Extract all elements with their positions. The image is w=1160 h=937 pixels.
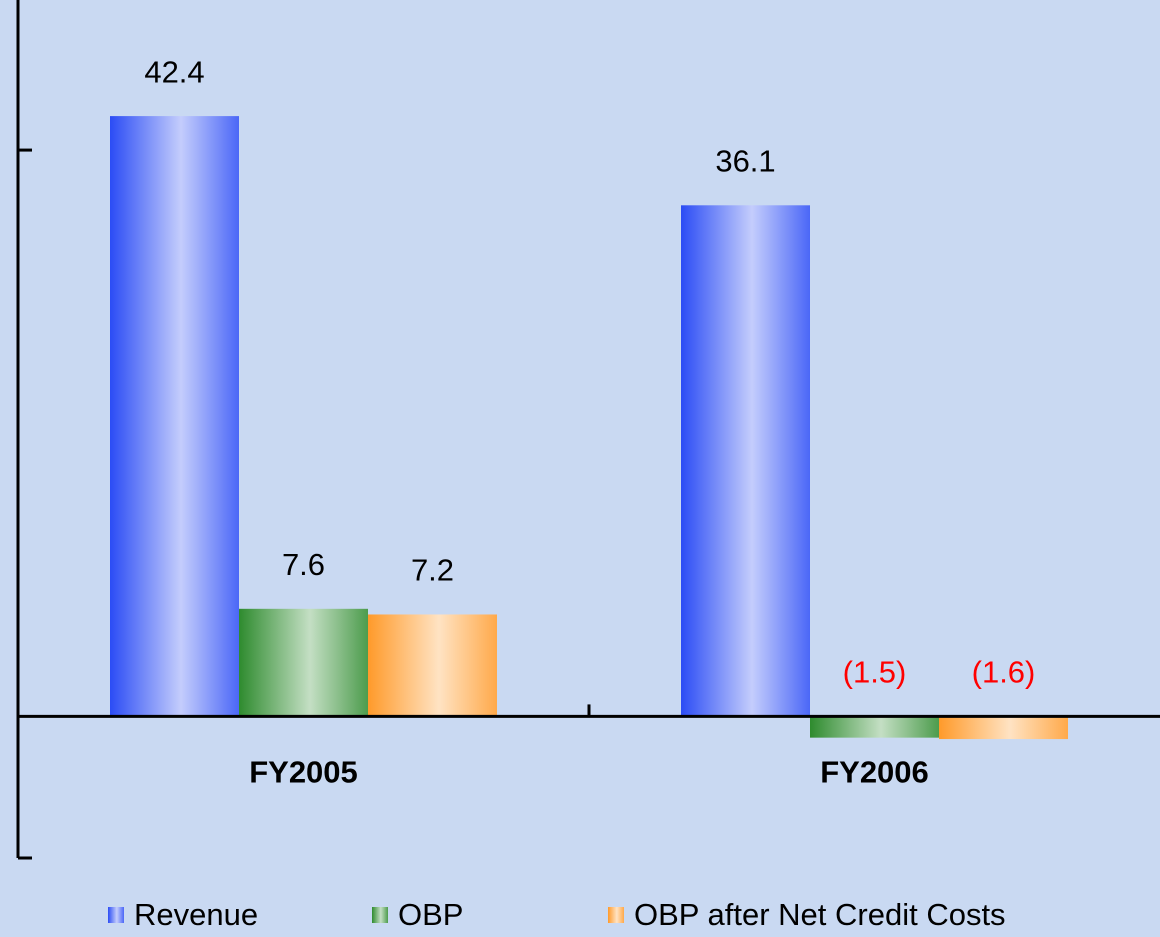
- legend-label: Revenue: [134, 897, 258, 932]
- bar: [810, 716, 939, 738]
- x-tick-label: FY2005: [249, 755, 358, 790]
- bar: [939, 716, 1068, 740]
- data-label: (1.5): [843, 655, 907, 690]
- legend-swatch: [608, 907, 624, 923]
- data-label: 7.6: [282, 547, 325, 582]
- legend-label: OBP after Net Credit Costs: [634, 897, 1006, 932]
- bar: [239, 608, 368, 717]
- data-label: 36.1: [715, 143, 775, 178]
- x-tick-label: FY2006: [820, 755, 929, 790]
- legend-swatch: [108, 907, 124, 923]
- bar: [681, 205, 810, 717]
- data-label: 42.4: [144, 54, 204, 89]
- bar: [368, 614, 497, 717]
- data-label: (1.6): [972, 655, 1036, 690]
- legend-label: OBP: [398, 897, 463, 932]
- legend-swatch: [372, 907, 388, 923]
- data-label: 7.2: [411, 553, 454, 588]
- bar: [110, 116, 239, 717]
